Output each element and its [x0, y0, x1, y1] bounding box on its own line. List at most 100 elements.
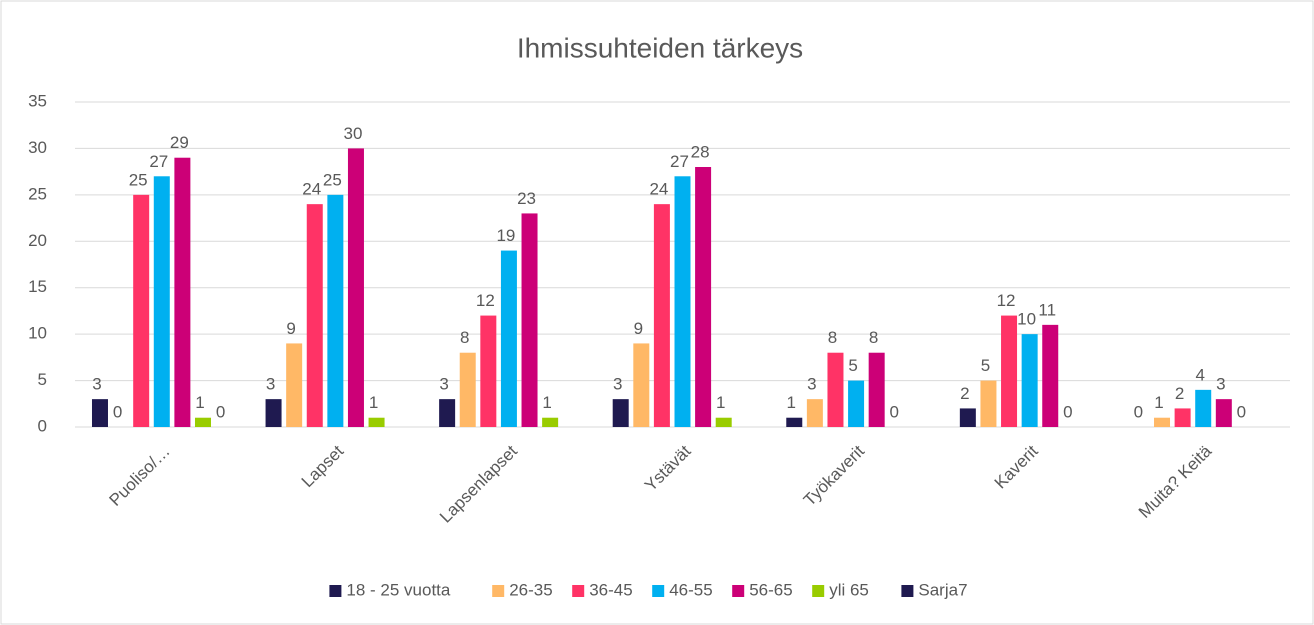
legend-swatch — [732, 585, 745, 597]
bar — [265, 399, 282, 427]
value-label: 0 — [1237, 402, 1246, 421]
legend-label: 26-35 — [509, 580, 552, 599]
value-label: 30 — [343, 124, 362, 143]
bar — [827, 352, 844, 427]
bar — [542, 417, 559, 427]
value-label: 23 — [517, 189, 536, 208]
bar — [786, 417, 803, 427]
legend-swatch — [492, 585, 505, 597]
bar — [1174, 408, 1191, 427]
value-label: 12 — [997, 291, 1016, 310]
value-label: 1 — [1154, 393, 1163, 412]
value-label: 1 — [542, 393, 551, 412]
legend-swatch — [329, 585, 342, 597]
value-label: 2 — [960, 384, 969, 403]
value-label: 10 — [1017, 310, 1036, 329]
value-label: 29 — [170, 133, 189, 152]
value-label: 0 — [890, 402, 899, 421]
value-label: 1 — [716, 393, 725, 412]
value-label: 3 — [1216, 375, 1225, 394]
bar — [194, 417, 211, 427]
bar — [1001, 315, 1018, 427]
y-tick-label: 5 — [38, 370, 47, 389]
value-label: 19 — [496, 226, 515, 245]
bar — [153, 176, 170, 427]
value-label: 12 — [476, 291, 495, 310]
bar — [674, 176, 691, 427]
value-label: 0 — [1134, 402, 1143, 421]
y-tick-label: 10 — [28, 324, 47, 343]
value-label: 1 — [787, 393, 796, 412]
bar — [633, 343, 650, 427]
bar — [306, 204, 323, 427]
bar — [980, 380, 997, 427]
y-tick-label: 15 — [28, 277, 47, 296]
legend-swatch — [572, 585, 585, 597]
value-label: 0 — [113, 402, 122, 421]
bar — [612, 399, 629, 427]
legend-label: 36-45 — [589, 580, 632, 599]
bar — [1195, 389, 1212, 427]
value-label: 4 — [1195, 365, 1204, 384]
bar — [439, 399, 456, 427]
bar — [1021, 334, 1038, 427]
y-tick-label: 30 — [28, 138, 47, 157]
value-label: 3 — [613, 375, 622, 394]
bar — [653, 204, 670, 427]
value-label: 9 — [286, 319, 295, 338]
bar — [327, 194, 344, 427]
value-label: 11 — [1038, 300, 1056, 319]
bar — [459, 352, 476, 427]
bar — [368, 417, 385, 427]
y-tick-label: 25 — [28, 184, 47, 203]
legend-swatch — [812, 585, 825, 597]
value-label: 8 — [869, 328, 878, 347]
value-label: 1 — [195, 393, 204, 412]
chart-title: Ihmissuhteiden tärkeys — [517, 32, 803, 63]
legend-label: 18 - 25 vuotta — [346, 580, 451, 599]
legend-label: 46-55 — [669, 580, 712, 599]
value-label: 3 — [266, 375, 275, 394]
bar — [480, 315, 497, 427]
value-label: 24 — [302, 180, 321, 199]
value-label: 5 — [981, 356, 990, 375]
bar — [806, 399, 823, 427]
y-tick-label: 0 — [38, 416, 47, 435]
value-label: 2 — [1175, 384, 1184, 403]
value-label: 5 — [848, 356, 857, 375]
y-tick-label: 20 — [28, 231, 47, 250]
bar — [347, 148, 364, 427]
bar — [1215, 399, 1232, 427]
bar — [133, 194, 150, 427]
legend-label: Sarja7 — [918, 580, 967, 599]
value-label: 28 — [691, 142, 710, 161]
value-label: 0 — [1063, 402, 1072, 421]
value-label: 3 — [92, 375, 101, 394]
value-label: 27 — [670, 152, 689, 171]
value-label: 9 — [634, 319, 643, 338]
value-label: 1 — [369, 393, 378, 412]
value-label: 25 — [323, 170, 342, 189]
value-label: 3 — [807, 375, 816, 394]
y-tick-label: 35 — [28, 91, 47, 110]
bar — [521, 213, 538, 427]
value-label: 3 — [439, 375, 448, 394]
bar — [174, 157, 191, 427]
legend-label: yli 65 — [829, 580, 869, 599]
bar — [715, 417, 732, 427]
bar — [695, 167, 712, 427]
bar — [959, 408, 976, 427]
legend-label: 56-65 — [749, 580, 792, 599]
value-label: 8 — [828, 328, 837, 347]
legend-swatch — [901, 585, 914, 597]
bar — [1042, 324, 1059, 427]
value-label: 8 — [460, 328, 469, 347]
value-label: 27 — [149, 152, 168, 171]
bar — [91, 399, 108, 427]
bar — [1154, 417, 1171, 427]
bar — [868, 352, 885, 427]
legend-swatch — [652, 585, 665, 597]
value-label: 24 — [649, 180, 668, 199]
value-label: 25 — [129, 170, 148, 189]
